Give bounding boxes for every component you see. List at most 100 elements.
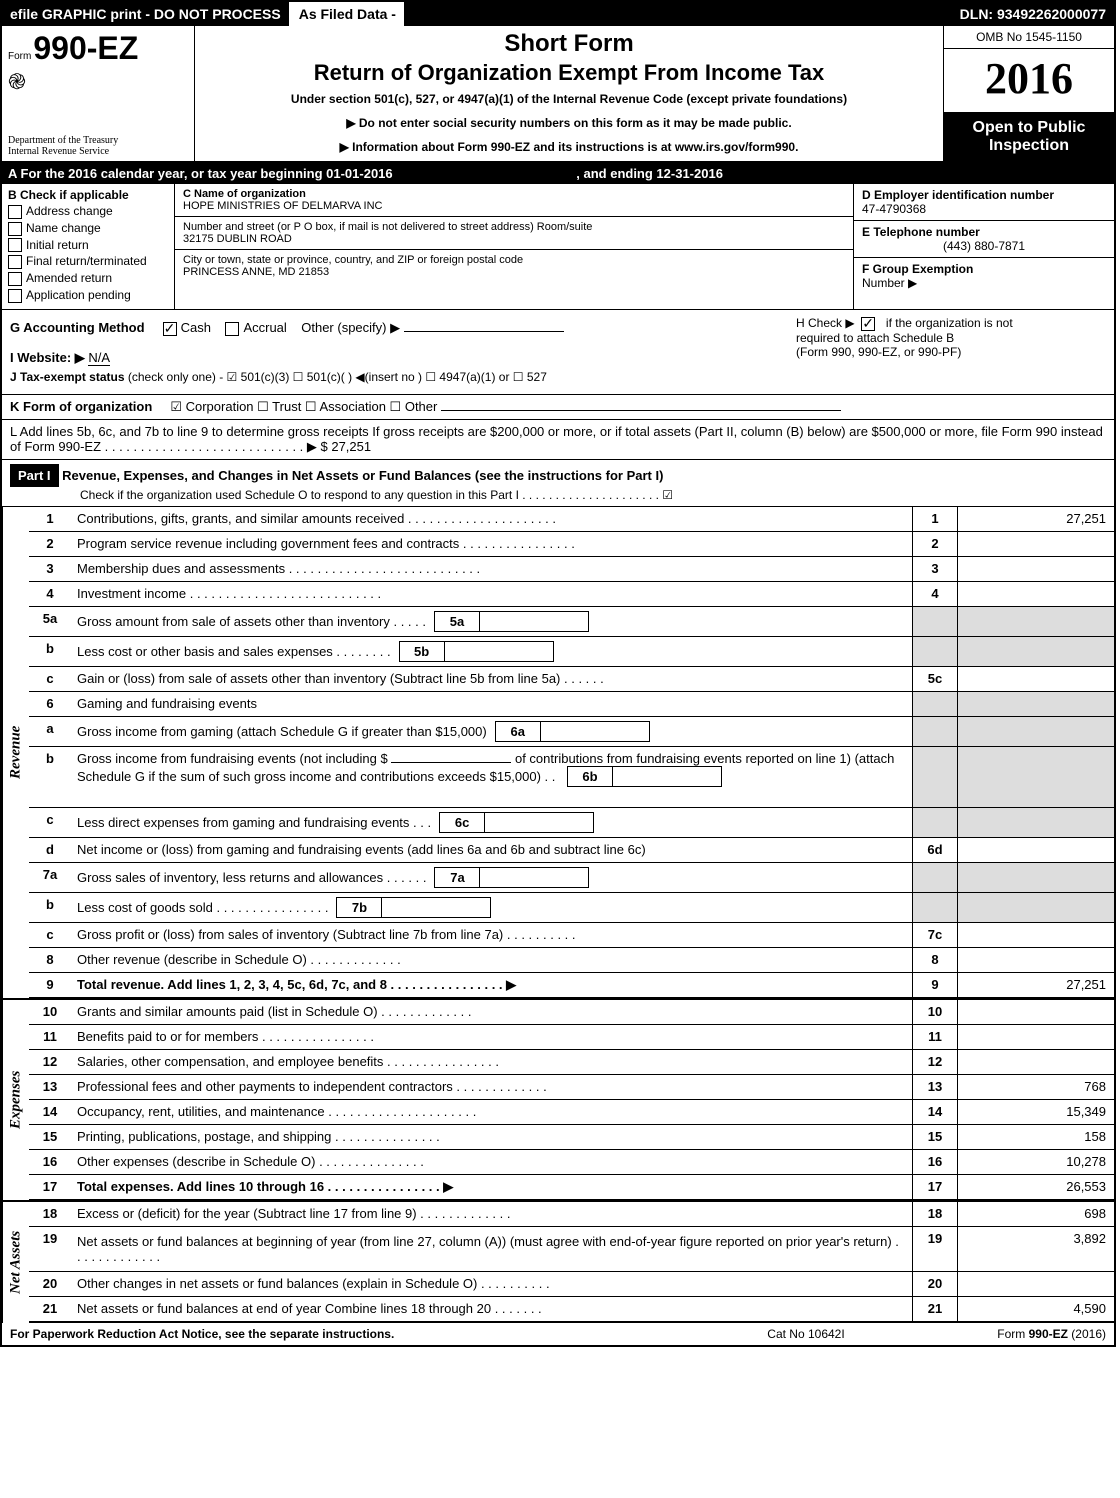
d-label: D Employer identification number bbox=[862, 188, 1106, 202]
line-8-desc: Other revenue (describe in Schedule O) .… bbox=[71, 948, 912, 972]
line-9-val: 27,251 bbox=[957, 973, 1114, 997]
open-to-public: Open to Public Inspection bbox=[944, 113, 1114, 161]
side-revenue: Revenue bbox=[2, 507, 29, 998]
topbar: efile GRAPHIC print - DO NOT PROCESS As … bbox=[2, 2, 1114, 26]
row-a: A For the 2016 calendar year, or tax yea… bbox=[2, 163, 1114, 184]
side-expenses: Expenses bbox=[2, 1000, 29, 1200]
info-link: ▶ Information about Form 990-EZ and its … bbox=[205, 140, 933, 154]
line-17-val: 26,553 bbox=[957, 1175, 1114, 1199]
footer-form-no: Form 990-EZ (2016) bbox=[906, 1327, 1106, 1341]
line-16-val: 10,278 bbox=[957, 1150, 1114, 1174]
line-16-desc: Other expenses (describe in Schedule O) … bbox=[71, 1150, 912, 1174]
dept-irs: Internal Revenue Service bbox=[8, 146, 188, 157]
g-label: G Accounting Method bbox=[10, 320, 145, 335]
expenses-section: Expenses 10Grants and similar amounts pa… bbox=[2, 998, 1114, 1200]
chk-amended[interactable]: Amended return bbox=[8, 271, 168, 286]
org-name: HOPE MINISTRIES OF DELMARVA INC bbox=[183, 200, 845, 212]
city: PRINCESS ANNE, MD 21853 bbox=[183, 266, 845, 278]
city-label: City or town, state or province, country… bbox=[183, 254, 845, 266]
dln: DLN: 93492262000077 bbox=[952, 2, 1114, 26]
ssn-warning: ▶ Do not enter social security numbers o… bbox=[205, 116, 933, 130]
open-line1: Open to Public bbox=[948, 119, 1110, 137]
head-left: Form 990-EZ ֎ Department of the Treasury… bbox=[2, 26, 195, 161]
org-name-block: C Name of organization HOPE MINISTRIES O… bbox=[175, 184, 853, 217]
line-14-val: 15,349 bbox=[957, 1100, 1114, 1124]
g-accounting: G Accounting Method Cash Accrual Other (… bbox=[2, 310, 788, 394]
chk-final-return[interactable]: Final return/terminated bbox=[8, 254, 168, 269]
line-13-desc: Professional fees and other payments to … bbox=[71, 1075, 912, 1099]
side-net-assets: Net Assets bbox=[2, 1202, 29, 1323]
line-10-desc: Grants and similar amounts paid (list in… bbox=[71, 1000, 912, 1024]
line-15-val: 158 bbox=[957, 1125, 1114, 1149]
part-i-title-wrap: Part I Revenue, Expenses, and Changes in… bbox=[2, 460, 1114, 506]
chk-address-change[interactable]: Address change bbox=[8, 204, 168, 219]
form-990ez-page: efile GRAPHIC print - DO NOT PROCESS As … bbox=[0, 0, 1116, 1347]
col-b: B Check if applicable Address change Nam… bbox=[2, 184, 175, 309]
line-5b-desc: Less cost or other basis and sales expen… bbox=[71, 637, 912, 666]
part-i-header: Part I Revenue, Expenses, and Changes in… bbox=[2, 460, 1114, 507]
line-14-desc: Occupancy, rent, utilities, and maintena… bbox=[71, 1100, 912, 1124]
line-6a-desc: Gross income from gaming (attach Schedul… bbox=[71, 717, 912, 746]
line-3-desc: Membership dues and assessments . . . . … bbox=[71, 557, 912, 581]
row-g-h: G Accounting Method Cash Accrual Other (… bbox=[2, 310, 1114, 395]
f-number: Number ▶ bbox=[862, 276, 1106, 290]
line-7c-desc: Gross profit or (loss) from sales of inv… bbox=[71, 923, 912, 947]
line-5c-desc: Gain or (loss) from sale of assets other… bbox=[71, 667, 912, 691]
h-text1: H Check ▶ bbox=[796, 316, 855, 330]
row-a-end: , and ending 12-31-2016 bbox=[576, 166, 723, 181]
line-6b-desc: Gross income from fundraising events (no… bbox=[71, 747, 912, 807]
line-11-desc: Benefits paid to or for members . . . . … bbox=[71, 1025, 912, 1049]
part-i-check: Check if the organization used Schedule … bbox=[80, 488, 673, 502]
short-form-title: Short Form bbox=[205, 30, 933, 58]
form-prefix: Form bbox=[8, 51, 31, 62]
h-block: H Check ▶ if the organization is not req… bbox=[788, 310, 1114, 394]
subtitle: Under section 501(c), 527, or 4947(a)(1)… bbox=[205, 92, 933, 106]
open-line2: Inspection bbox=[948, 137, 1110, 155]
h-text2: if the organization is not bbox=[886, 316, 1013, 330]
line-6-desc: Gaming and fundraising events bbox=[71, 692, 912, 716]
grp-block: F Group Exemption Number ▶ bbox=[854, 258, 1114, 294]
dept-treasury: Department of the Treasury bbox=[8, 135, 188, 146]
line-1-val: 27,251 bbox=[957, 507, 1114, 531]
tax-year: 2016 bbox=[944, 49, 1114, 113]
line-7b-desc: Less cost of goods sold . . . . . . . . … bbox=[71, 893, 912, 922]
line-17-desc: Total expenses. Add lines 10 through 16 … bbox=[71, 1175, 912, 1199]
chk-application-pending[interactable]: Application pending bbox=[8, 288, 168, 303]
chk-name-change[interactable]: Name change bbox=[8, 221, 168, 236]
c-label: C Name of organization bbox=[183, 188, 845, 200]
topbar-spacer bbox=[404, 2, 952, 26]
line-20-desc: Other changes in net assets or fund bala… bbox=[71, 1272, 912, 1296]
revenue-section: Revenue 1Contributions, gifts, grants, a… bbox=[2, 507, 1114, 998]
line-6d-desc: Net income or (loss) from gaming and fun… bbox=[71, 838, 912, 862]
street-block: Number and street (or P O box, if mail i… bbox=[175, 217, 853, 250]
line-21-val: 4,590 bbox=[957, 1297, 1114, 1321]
h-text4: (Form 990, 990-EZ, or 990-PF) bbox=[796, 345, 961, 359]
return-title: Return of Organization Exempt From Incom… bbox=[205, 60, 933, 86]
chk-h[interactable] bbox=[861, 317, 875, 331]
street: 32175 DUBLIN ROAD bbox=[183, 233, 845, 245]
footer-cat-no: Cat No 10642I bbox=[706, 1327, 906, 1341]
row-a-begin: A For the 2016 calendar year, or tax yea… bbox=[8, 166, 393, 181]
line-13-val: 768 bbox=[957, 1075, 1114, 1099]
as-filed-label: As Filed Data - bbox=[291, 2, 404, 26]
tel: (443) 880-7871 bbox=[862, 239, 1106, 253]
row-k: K Form of organization ☑ Corporation ☐ T… bbox=[2, 395, 1114, 420]
chk-accrual[interactable] bbox=[225, 322, 239, 336]
g-other: Other (specify) ▶ bbox=[301, 320, 400, 335]
j-rest: (check only one) - ☑ 501(c)(3) ☐ 501(c)(… bbox=[128, 370, 547, 384]
street-label: Number and street (or P O box, if mail i… bbox=[183, 221, 845, 233]
chk-initial-return[interactable]: Initial return bbox=[8, 238, 168, 253]
chk-cash[interactable] bbox=[163, 322, 177, 336]
line-19-val: 3,892 bbox=[957, 1227, 1114, 1271]
ein: 47-4790368 bbox=[862, 202, 1106, 216]
b-title: B Check if applicable bbox=[8, 188, 168, 202]
f-label: F Group Exemption bbox=[862, 262, 1106, 276]
city-block: City or town, state or province, country… bbox=[175, 250, 853, 282]
line-15-desc: Printing, publications, postage, and shi… bbox=[71, 1125, 912, 1149]
row-l: L Add lines 5b, 6c, and 7b to line 9 to … bbox=[2, 420, 1114, 460]
ein-block: D Employer identification number 47-4790… bbox=[854, 184, 1114, 221]
footer-left: For Paperwork Reduction Act Notice, see … bbox=[10, 1327, 706, 1341]
line-2-desc: Program service revenue including govern… bbox=[71, 532, 912, 556]
i-label: I Website: ▶ bbox=[10, 350, 85, 365]
line-21-desc: Net assets or fund balances at end of ye… bbox=[71, 1297, 912, 1321]
